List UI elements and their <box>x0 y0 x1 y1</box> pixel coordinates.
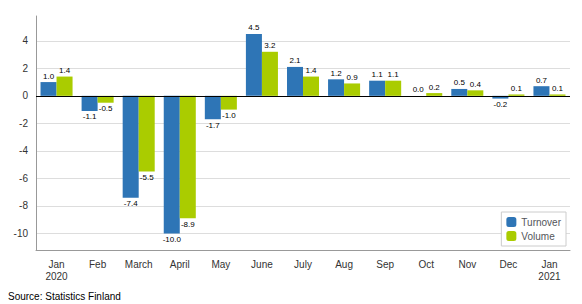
svg-text:-5.5: -5.5 <box>140 173 154 182</box>
svg-text:0.1: 0.1 <box>511 84 523 93</box>
svg-text:July: July <box>294 259 312 270</box>
svg-text:Sep: Sep <box>376 259 394 270</box>
svg-text:May: May <box>211 259 230 270</box>
svg-text:Dec: Dec <box>499 259 517 270</box>
svg-text:-0.5: -0.5 <box>99 104 113 113</box>
svg-text:-6: -6 <box>19 173 28 184</box>
svg-text:0.2: 0.2 <box>429 83 441 92</box>
svg-text:-0.2: -0.2 <box>493 100 507 109</box>
svg-text:-1.1: -1.1 <box>83 112 97 121</box>
svg-text:1.2: 1.2 <box>331 69 343 78</box>
svg-text:2: 2 <box>22 63 28 74</box>
svg-text:-7.4: -7.4 <box>124 199 138 208</box>
svg-text:0.4: 0.4 <box>470 80 482 89</box>
svg-text:-10.0: -10.0 <box>163 235 182 244</box>
svg-text:-1.7: -1.7 <box>206 121 220 130</box>
svg-text:Volume: Volume <box>521 231 555 242</box>
svg-text:0.1: 0.1 <box>552 84 564 93</box>
svg-text:-8.9: -8.9 <box>181 220 195 229</box>
svg-text:4.5: 4.5 <box>248 23 260 32</box>
svg-text:March: March <box>125 259 153 270</box>
svg-text:Aug: Aug <box>335 259 353 270</box>
svg-text:Jan: Jan <box>48 259 64 270</box>
svg-text:2020: 2020 <box>45 271 68 282</box>
svg-text:1.4: 1.4 <box>59 66 71 75</box>
svg-text:Source: Statistics Finland: Source: Statistics Finland <box>8 291 121 302</box>
svg-text:-10: -10 <box>14 228 29 239</box>
svg-text:4: 4 <box>22 35 28 46</box>
svg-text:0.0: 0.0 <box>413 85 425 94</box>
svg-text:2.1: 2.1 <box>289 56 301 65</box>
svg-text:April: April <box>170 259 190 270</box>
svg-text:0.7: 0.7 <box>536 76 548 85</box>
svg-text:Jan: Jan <box>541 259 557 270</box>
svg-text:-8: -8 <box>19 200 28 211</box>
svg-text:0: 0 <box>22 90 28 101</box>
svg-text:0.5: 0.5 <box>454 78 466 87</box>
svg-text:Turnover: Turnover <box>521 217 561 228</box>
svg-text:Feb: Feb <box>89 259 107 270</box>
svg-text:1.1: 1.1 <box>372 70 384 79</box>
svg-text:-2: -2 <box>19 118 28 129</box>
svg-text:1.4: 1.4 <box>305 66 317 75</box>
svg-text:1.0: 1.0 <box>43 72 55 81</box>
svg-text:0.9: 0.9 <box>347 73 359 82</box>
svg-text:June: June <box>251 259 273 270</box>
svg-text:-1.0: -1.0 <box>222 111 236 120</box>
svg-text:Oct: Oct <box>418 259 434 270</box>
svg-text:1.1: 1.1 <box>388 70 400 79</box>
svg-text:-4: -4 <box>19 145 28 156</box>
svg-text:2021: 2021 <box>538 271 561 282</box>
svg-text:3.2: 3.2 <box>264 41 276 50</box>
svg-text:Nov: Nov <box>458 259 476 270</box>
